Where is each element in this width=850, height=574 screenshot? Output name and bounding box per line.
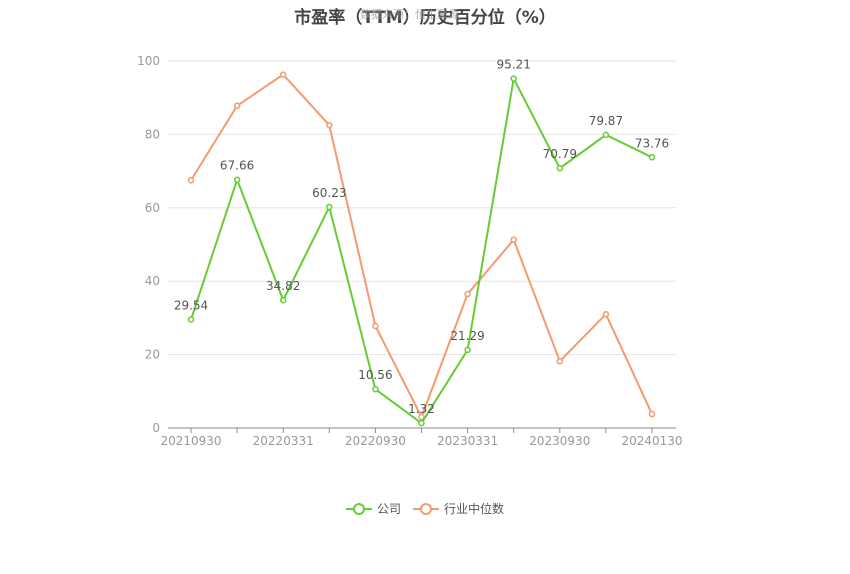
x-tick-label: 20210930 — [160, 434, 221, 448]
data-point — [372, 322, 379, 330]
data-label: 70.79 — [543, 147, 577, 161]
data-label: 10.56 — [358, 368, 392, 382]
data-point — [418, 413, 425, 421]
watermark: 数据来源：恒生聚源 — [360, 8, 459, 21]
data-point — [556, 164, 564, 172]
data-label: 34.82 — [266, 279, 300, 293]
series-layer — [187, 71, 656, 427]
series-line — [190, 75, 653, 425]
data-label: 73.76 — [635, 136, 669, 150]
y-tick-label: 60 — [145, 201, 160, 215]
data-point — [602, 310, 610, 318]
x-tick-label: 20230331 — [437, 434, 498, 448]
data-point — [648, 410, 656, 418]
data-point — [464, 346, 471, 354]
legend-label: 行业中位数 — [444, 502, 505, 516]
data-point — [556, 357, 564, 365]
data-point — [372, 385, 379, 393]
x-tick-label: 20220930 — [345, 434, 406, 448]
y-tick-label: 0 — [152, 421, 160, 435]
chart-title: 市盈率（TTM）历史百分位（%） — [294, 8, 556, 28]
legend-item[interactable]: 公司 — [345, 500, 401, 517]
y-tick-label: 80 — [145, 127, 160, 141]
axes: 0 20 40 60 80 100 20210930 20220331 20220930 2023… — [137, 54, 682, 448]
data-point — [233, 102, 241, 110]
y-tick-label: 100 — [137, 54, 160, 68]
data-point — [326, 121, 333, 129]
data-point — [510, 75, 517, 82]
data-label: 60.23 — [312, 186, 346, 200]
data-label: 21.29 — [450, 329, 484, 343]
grid-lines — [168, 60, 676, 356]
data-point — [233, 176, 241, 183]
data-point — [510, 236, 517, 243]
legend-swatch-icon — [413, 502, 439, 515]
data-point — [279, 71, 287, 78]
legend-marker — [420, 502, 432, 515]
legend-swatch-icon — [345, 502, 372, 515]
data-point — [187, 316, 195, 323]
y-tick-label: 40 — [145, 274, 160, 288]
data-point — [187, 177, 195, 184]
data-point — [602, 131, 610, 139]
data-point — [464, 290, 471, 298]
data-label: 95.21 — [497, 58, 531, 72]
data-point — [326, 203, 333, 211]
y-tick-label: 20 — [145, 348, 160, 362]
data-point — [279, 296, 287, 304]
data-point — [648, 154, 656, 161]
legend: 公司 行业中位数 — [0, 500, 850, 519]
legend-item[interactable]: 行业中位数 — [413, 500, 504, 517]
data-point — [418, 419, 425, 427]
data-label: 29.54 — [174, 299, 208, 313]
x-tick-label: 20230930 — [529, 434, 590, 448]
series-line — [190, 73, 653, 420]
data-label: 1.32 — [408, 402, 435, 416]
x-tick-label: 20220331 — [253, 434, 314, 448]
data-label: 67.66 — [220, 159, 254, 173]
data-label: 79.87 — [589, 114, 623, 128]
legend-label: 公司 — [376, 502, 401, 516]
legend-marker — [352, 502, 365, 515]
data-labels: 29.54 67.66 34.82 60.23 10.56 1.32 21.29 95.21 7… — [174, 58, 669, 417]
x-tick-label: 20240130 — [621, 434, 682, 448]
